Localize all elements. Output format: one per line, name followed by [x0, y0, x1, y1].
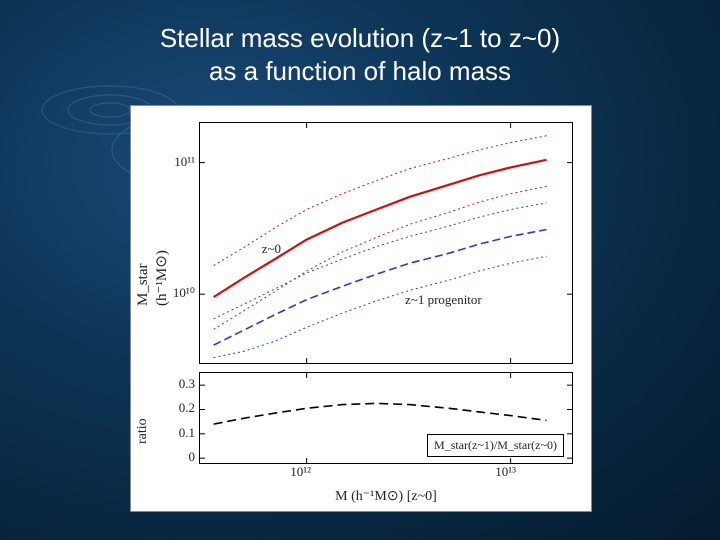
- series-z0_mean: [214, 160, 547, 297]
- ratio-legend: M_star(z~1)/M_star(z~0): [427, 434, 564, 457]
- series-z1_lower: [214, 256, 547, 357]
- top-panel-svg: [200, 123, 572, 363]
- ytick-top-0: 10¹⁰: [173, 285, 195, 301]
- series-ratio: [214, 403, 547, 424]
- ylabel-bottom: ratio: [135, 426, 151, 444]
- ytick-bot-2: 0.2: [179, 400, 195, 416]
- slide: Stellar mass evolution (z~1 to z~0) as a…: [0, 0, 720, 540]
- xtick-1: 10¹³: [495, 464, 516, 480]
- ylabel-top: M_star (h⁻¹M⊙): [135, 288, 171, 306]
- annot-1: z~1 progenitor: [405, 292, 482, 308]
- annot-0: z~0: [262, 241, 281, 257]
- xlabel: M (h⁻¹M⊙) [z~0]: [199, 488, 573, 505]
- ytick-bot-1: 0.1: [179, 425, 195, 441]
- bottom-panel: M_star(z~1)/M_star(z~0): [199, 372, 573, 464]
- slide-title: Stellar mass evolution (z~1 to z~0) as a…: [0, 22, 720, 87]
- ytick-top-1: 10¹¹: [174, 154, 195, 170]
- top-panel: z~0 z~1 progenitor: [199, 122, 573, 364]
- series-z1_upper: [214, 203, 547, 319]
- title-line-2: as a function of halo mass: [209, 56, 511, 86]
- ytick-bot-0: 0: [189, 449, 196, 465]
- title-line-1: Stellar mass evolution (z~1 to z~0): [160, 23, 560, 53]
- figure: M_star (h⁻¹M⊙) ratio z~0 z~1 progenitor M…: [130, 105, 592, 512]
- ytick-bot-3: 0.3: [179, 376, 195, 392]
- xtick-0: 10¹²: [290, 464, 311, 480]
